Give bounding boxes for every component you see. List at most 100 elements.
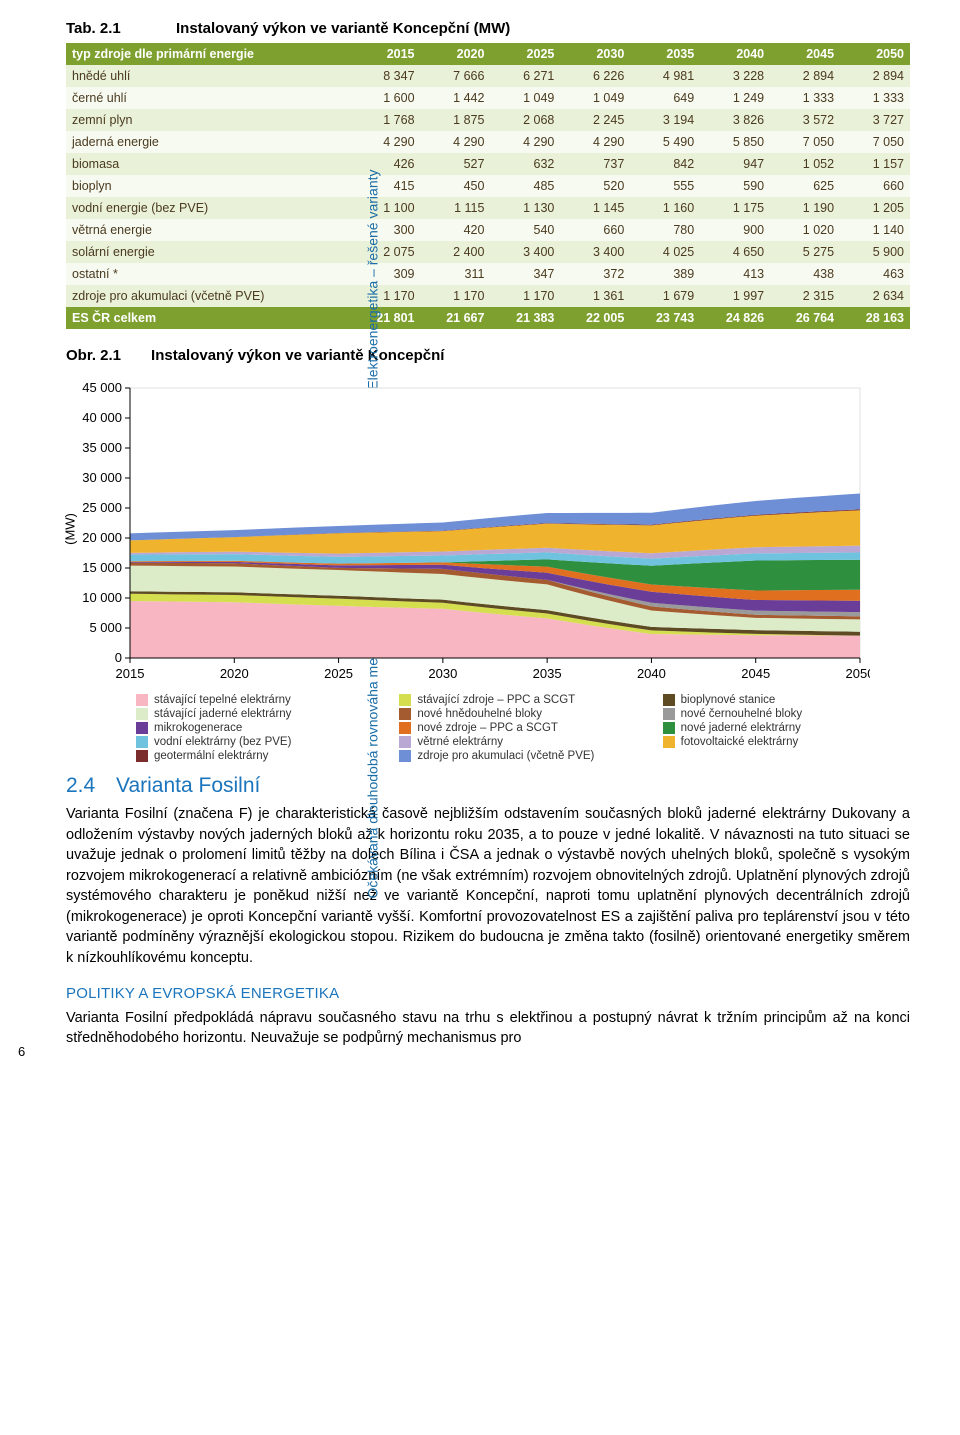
legend-label: stávající jaderné elektrárny [154, 708, 291, 720]
legend-swatch [136, 694, 148, 706]
figure-caption: Obr. 2.1 Instalovaný výkon ve variantě K… [66, 347, 910, 364]
table-row-label: biomasa [66, 153, 351, 175]
legend-label: geotermální elektrárny [154, 750, 268, 762]
table-cell: 2 075 [351, 241, 421, 263]
table-row-label: jaderná energie [66, 131, 351, 153]
table-cell: 3 228 [700, 65, 770, 87]
table-cell: 1 679 [630, 285, 700, 307]
table-cell: 426 [351, 153, 421, 175]
legend-item: mikrokogenerace [136, 722, 383, 734]
table-row-label: solární energie [66, 241, 351, 263]
table-header-year: 2025 [490, 43, 560, 65]
legend-item: zdroje pro akumulaci (včetně PVE) [399, 750, 646, 762]
table-cell: 1 333 [840, 87, 910, 109]
table-cell: 485 [490, 175, 560, 197]
table-cell: 1 875 [421, 109, 491, 131]
table-row-label: větrná energie [66, 219, 351, 241]
table-cell: 4 025 [630, 241, 700, 263]
table-cell: 311 [421, 263, 491, 285]
legend-swatch [136, 722, 148, 734]
table-header-year: 2045 [770, 43, 840, 65]
table-row: hnědé uhlí8 3477 6666 2716 2264 9813 228… [66, 65, 910, 87]
table-cell: 1 049 [490, 87, 560, 109]
chart-y-tick: 5 000 [89, 620, 122, 635]
chart-x-tick: 2025 [324, 666, 353, 681]
legend-label: fotovoltaické elektrárny [681, 736, 799, 748]
table-cell: 1 205 [840, 197, 910, 219]
subsection-body: Varianta Fosilní předpokládá nápravu sou… [66, 1008, 910, 1049]
table-cell: 347 [490, 263, 560, 285]
table-cell: 1 333 [770, 87, 840, 109]
chart-y-tick: 30 000 [82, 470, 122, 485]
section-heading: 2.4 Varianta Fosilní [66, 774, 910, 798]
table-total-label: ES ČR celkem [66, 307, 351, 329]
chart-svg: 05 00010 00015 00020 00025 00030 00035 0… [60, 374, 870, 684]
chart-x-tick: 2020 [220, 666, 249, 681]
legend-label: nové černouhelné bloky [681, 708, 802, 720]
table-cell: 2 400 [421, 241, 491, 263]
chart-x-tick: 2030 [428, 666, 457, 681]
table-cell: 660 [840, 175, 910, 197]
table-cell: 4 290 [351, 131, 421, 153]
legend-swatch [136, 750, 148, 762]
table-row: bioplyn415450485520555590625660 [66, 175, 910, 197]
legend-label: stávající zdroje – PPC a SCGT [417, 694, 575, 706]
table-total-cell: 24 826 [700, 307, 770, 329]
legend-item: fotovoltaické elektrárny [663, 736, 910, 748]
table-row-label: zdroje pro akumulaci (včetně PVE) [66, 285, 351, 307]
table-cell: 3 400 [560, 241, 630, 263]
section-body: Varianta Fosilní (značena F) je charakte… [66, 804, 910, 969]
table-cell: 1 442 [421, 87, 491, 109]
legend-label: větrné elektrárny [417, 736, 503, 748]
table-header-year: 2035 [630, 43, 700, 65]
legend-swatch [399, 722, 411, 734]
table-cell: 463 [840, 263, 910, 285]
figure-label: Obr. 2.1 [66, 347, 121, 364]
table-cell: 2 245 [560, 109, 630, 131]
table-row-label: černé uhlí [66, 87, 351, 109]
figure-title-text: Instalovaný výkon ve variantě Koncepční [151, 347, 444, 364]
table-cell: 372 [560, 263, 630, 285]
legend-item: bioplynové stanice [663, 694, 910, 706]
table-total-cell: 23 743 [630, 307, 700, 329]
chart-y-tick: 20 000 [82, 530, 122, 545]
table-row-label: hnědé uhlí [66, 65, 351, 87]
table-row: zdroje pro akumulaci (včetně PVE)1 170 1 … [66, 285, 910, 307]
legend-item: nové jaderné elektrárny [663, 722, 910, 734]
table-cell: 6 271 [490, 65, 560, 87]
table-cell: 413 [700, 263, 770, 285]
table-cell: 4 290 [490, 131, 560, 153]
chart-legend: stávající tepelné elektrárny stávající zd… [136, 694, 910, 762]
table-cell: 4 290 [421, 131, 491, 153]
table-cell: 780 [630, 219, 700, 241]
table-row: větrná energie3004205406607809001 0201 1… [66, 219, 910, 241]
table-cell: 520 [560, 175, 630, 197]
table-cell: 1 170 [351, 285, 421, 307]
legend-swatch [136, 708, 148, 720]
table-cell: 1 768 [351, 109, 421, 131]
legend-label: stávající tepelné elektrárny [154, 694, 291, 706]
table-cell: 438 [770, 263, 840, 285]
table-cell: 1 020 [770, 219, 840, 241]
table-cell: 1 130 [490, 197, 560, 219]
table-row-label: ostatní * [66, 263, 351, 285]
legend-swatch [136, 736, 148, 748]
table-cell: 7 050 [770, 131, 840, 153]
table-total-cell: 21 667 [421, 307, 491, 329]
table-cell: 1 175 [700, 197, 770, 219]
chart-y-tick: 0 [115, 650, 122, 665]
chart-x-tick: 2045 [741, 666, 770, 681]
table-cell: 1 600 [351, 87, 421, 109]
table-cell: 555 [630, 175, 700, 197]
legend-item: nové hnědouhelné bloky [399, 708, 646, 720]
table-total-cell: 22 005 [560, 307, 630, 329]
legend-item: stávající zdroje – PPC a SCGT [399, 694, 646, 706]
table-row-label: bioplyn [66, 175, 351, 197]
table-cell: 8 347 [351, 65, 421, 87]
chart-y-axis-label: (MW) [62, 513, 77, 545]
table-cell: 947 [700, 153, 770, 175]
table-cell: 309 [351, 263, 421, 285]
table-cell: 5 900 [840, 241, 910, 263]
table-cell: 1 100 [351, 197, 421, 219]
table-cell: 1 997 [700, 285, 770, 307]
